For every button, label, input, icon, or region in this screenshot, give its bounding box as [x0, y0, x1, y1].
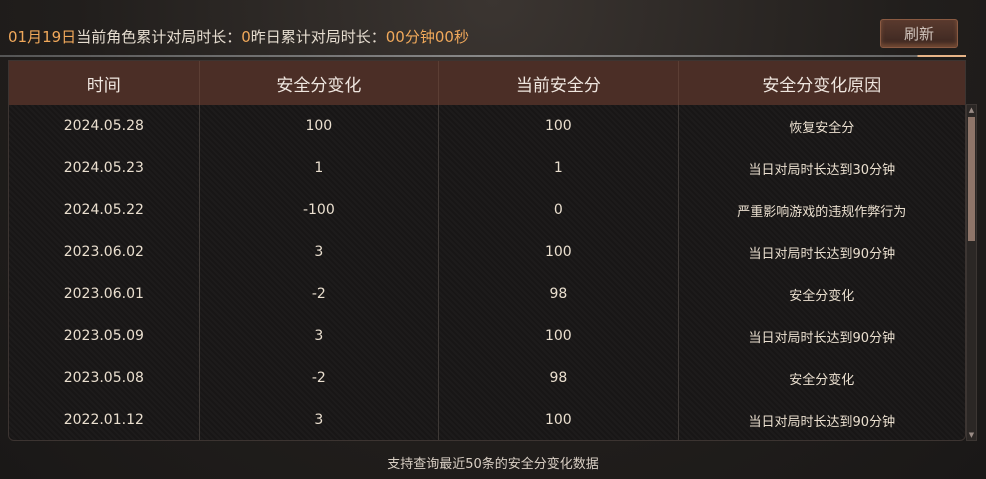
footer-note: 支持查询最近50条的安全分变化数据	[387, 457, 599, 472]
column-header: 时间	[9, 61, 200, 105]
table-cell: 2023.06.01	[9, 273, 200, 315]
table-row: 2024.05.23 1 1 当日对局时长达到30分钟	[9, 147, 965, 189]
table-row: 2023.05.09 3 100 当日对局时长达到90分钟	[9, 315, 965, 357]
refresh-button[interactable]: 刷新	[880, 19, 958, 48]
table-cell: 0	[439, 189, 679, 231]
table-cell: 安全分变化	[789, 372, 855, 388]
table-row: 2023.05.08 -2 98 安全分变化	[9, 357, 965, 399]
divider	[0, 55, 966, 57]
table-cell: 100	[439, 231, 679, 273]
table-cell: 100	[200, 105, 440, 147]
scrollbar-thumb[interactable]	[968, 117, 975, 241]
current-role-value: 0	[241, 28, 251, 46]
table-cell: 100	[439, 399, 679, 440]
column-header: 安全分变化	[200, 61, 440, 105]
table-cell: 100	[439, 105, 679, 147]
column-header: 安全分变化原因	[762, 75, 882, 96]
table-cell: 1	[200, 147, 440, 189]
table-cell: 2023.05.09	[9, 315, 200, 357]
table-row: 2022.01.12 3 100 当日对局时长达到90分钟	[9, 399, 965, 440]
table-cell: 2024.05.22	[9, 189, 200, 231]
table-row: 2023.06.01 -2 98 安全分变化	[9, 273, 965, 315]
table-cell: 1	[439, 147, 679, 189]
table-cell: 100	[439, 315, 679, 357]
table-cell: 2023.06.02	[9, 231, 200, 273]
table-cell: 98	[439, 357, 679, 399]
table-row: 2024.05.28 100 100 恢复安全分	[9, 105, 965, 147]
column-header: 当前安全分	[439, 61, 679, 105]
scroll-down-icon[interactable]: ▼	[968, 431, 975, 439]
table-cell: 当日对局时长达到90分钟	[748, 330, 896, 346]
scrollbar[interactable]: ▲ ▼	[966, 104, 977, 441]
table-cell: 当日对局时长达到30分钟	[748, 162, 896, 178]
date: 01月19日	[8, 28, 77, 46]
safety-score-table: 时间 安全分变化 当前安全分 安全分变化原因 2024.05.28 100 100 恢…	[8, 60, 966, 441]
table-cell: 安全分变化	[789, 288, 855, 304]
table-cell: 恢复安全分	[789, 120, 855, 136]
table-cell: -100	[200, 189, 440, 231]
table-cell: 2022.01.12	[9, 399, 200, 440]
table-cell: 2024.05.28	[9, 105, 200, 147]
play-time-summary: 01月19日当前角色累计对局时长：0昨日累计对局时长：00分钟00秒	[8, 26, 469, 47]
table-cell: 当日对局时长达到90分钟	[748, 246, 896, 262]
table-cell: 3	[200, 315, 440, 357]
table-cell: 当日对局时长达到90分钟	[748, 414, 896, 430]
table-row: 2024.05.22 -100 0 严重影响游戏的违规作弊行为	[9, 189, 965, 231]
scroll-up-icon[interactable]: ▲	[968, 106, 975, 114]
yesterday-value: 00分钟00秒	[385, 28, 469, 46]
current-role-label: 当前角色累计对局时长：	[76, 28, 242, 46]
table-header: 时间 安全分变化 当前安全分 安全分变化原因	[9, 61, 965, 105]
table-cell: 3	[200, 399, 440, 440]
table-cell: 严重影响游戏的违规作弊行为	[737, 204, 907, 220]
table-cell: 98	[439, 273, 679, 315]
table-cell: 2023.05.08	[9, 357, 200, 399]
table-cell: 3	[200, 231, 440, 273]
table-cell: -2	[200, 273, 440, 315]
table-cell: -2	[200, 357, 440, 399]
yesterday-label: 昨日累计对局时长：	[250, 28, 386, 46]
table-body: 2024.05.28 100 100 恢复安全分 2024.05.23 1 1 当日对局时长达…	[9, 105, 965, 440]
table-cell: 2024.05.23	[9, 147, 200, 189]
table-row: 2023.06.02 3 100 当日对局时长达到90分钟	[9, 231, 965, 273]
